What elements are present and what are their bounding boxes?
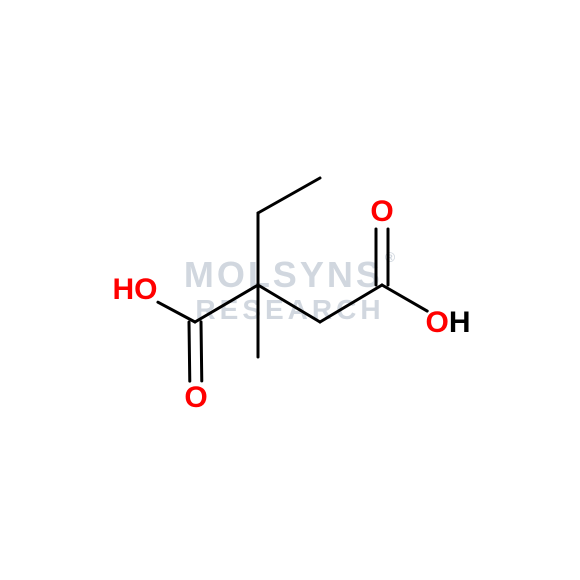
atom-label-part: HO bbox=[113, 273, 158, 306]
atom-label-O2_db: O bbox=[370, 195, 393, 229]
atom-label-part: O bbox=[370, 195, 393, 228]
atom-label-O1_db: O bbox=[184, 381, 207, 415]
molecule-atoms-layer: HOOOOH bbox=[0, 0, 580, 580]
atom-label-part: O bbox=[425, 306, 448, 339]
atom-label-part: H bbox=[449, 306, 471, 339]
atom-label-HO_left: HO bbox=[113, 273, 158, 307]
atom-label-OH_right: OH bbox=[425, 306, 470, 340]
atom-label-part: O bbox=[184, 381, 207, 414]
